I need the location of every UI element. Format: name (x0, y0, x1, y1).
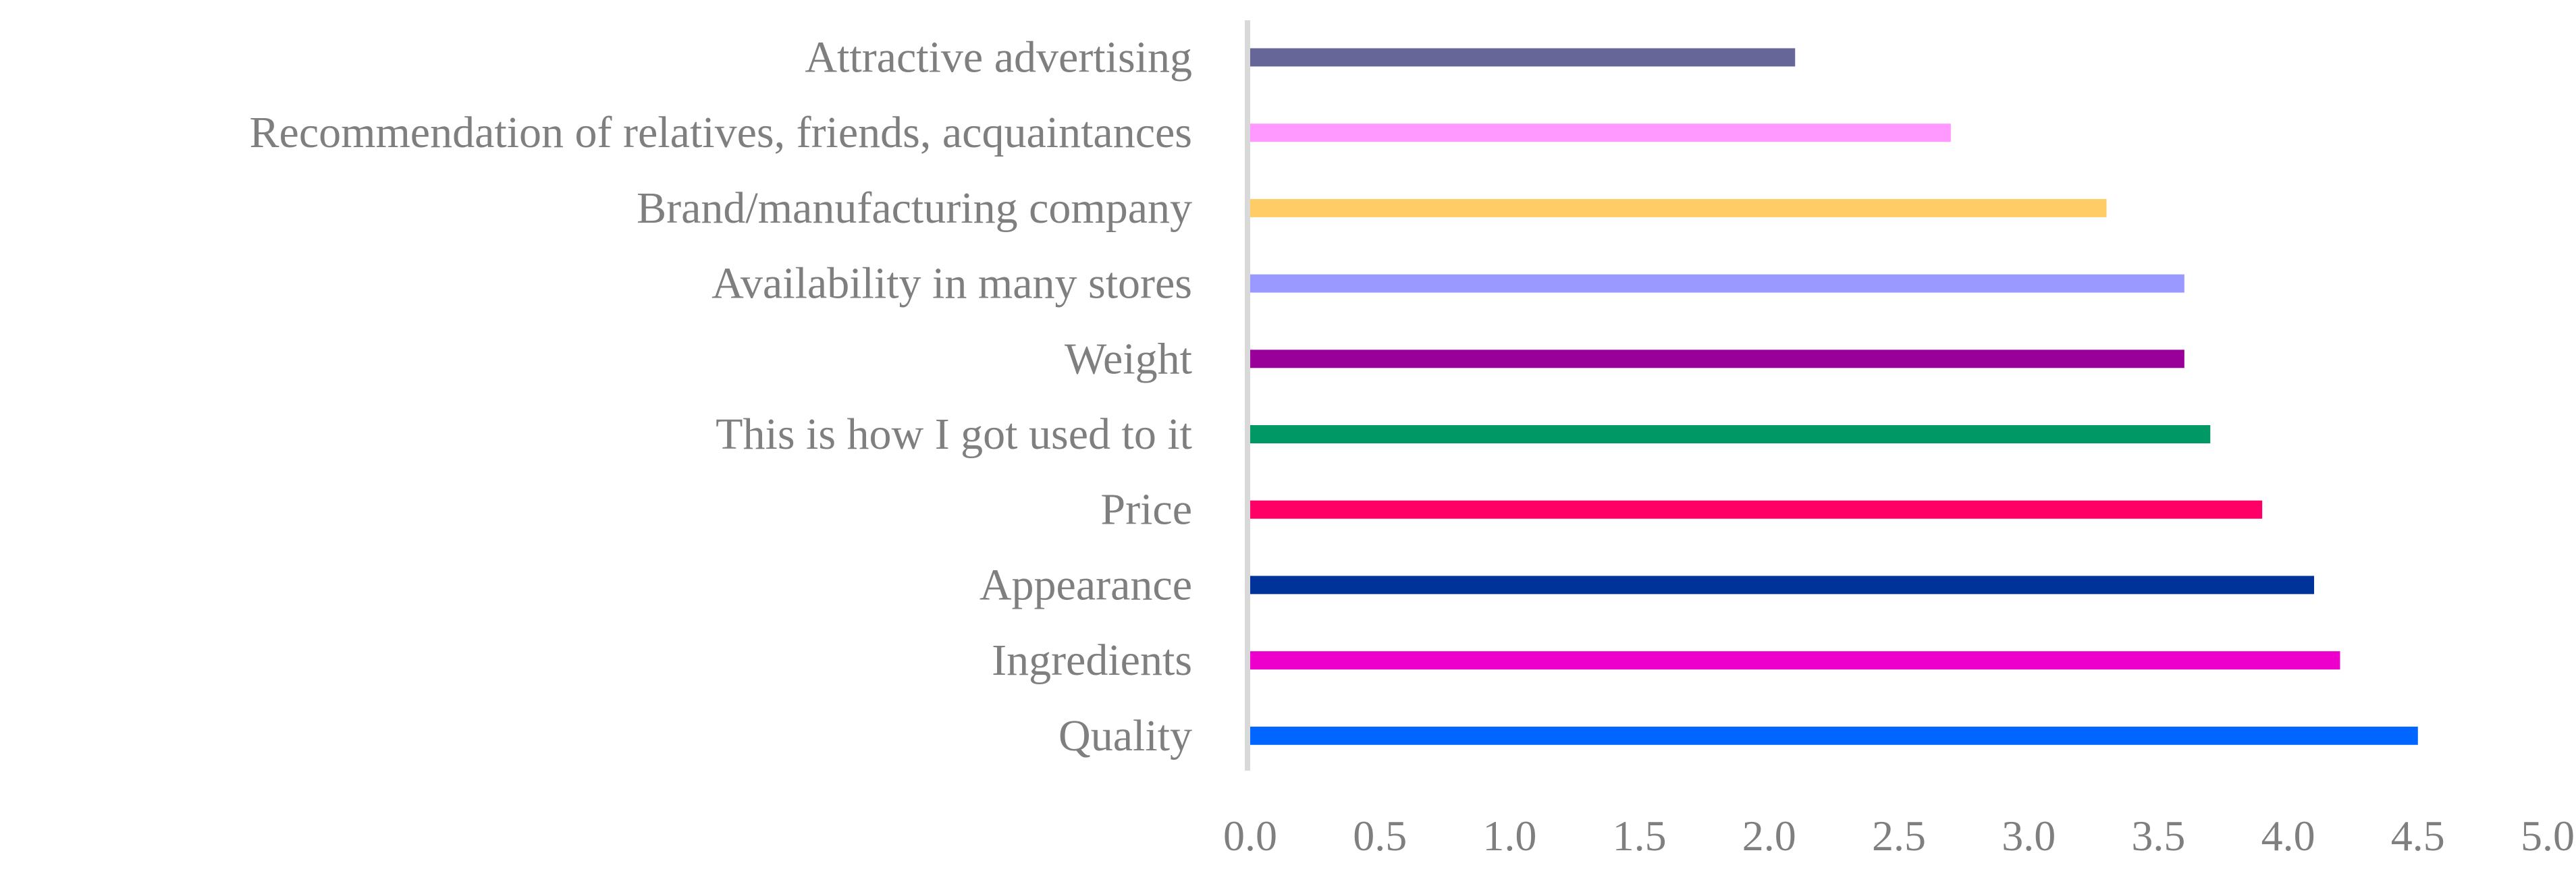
bar (1250, 48, 1796, 67)
x-tick-label: 2.5 (1872, 812, 1926, 860)
bar (1250, 123, 1951, 142)
x-tick-label: 5.0 (2521, 812, 2575, 860)
x-tick-label: 2.0 (1742, 812, 1796, 860)
bars-group (1250, 48, 2418, 745)
bar (1250, 198, 2107, 217)
bar (1250, 651, 2340, 670)
category-label: Ingredients (992, 636, 1192, 685)
bar (1250, 726, 2418, 745)
bar (1250, 425, 2211, 443)
category-label: Price (1100, 485, 1192, 534)
x-tick-labels-group: 0.0 0.5 1.0 1.5 2.0 2.5 3.0 3.5 4.0 4.5 5.0 (1223, 812, 2575, 860)
x-tick-label: 1.5 (1613, 812, 1667, 860)
bar (1250, 576, 2315, 595)
bar (1250, 500, 2263, 519)
category-label: Weight (1065, 334, 1192, 383)
x-tick-label: 0.0 (1223, 812, 1277, 860)
x-tick-label: 3.5 (2131, 812, 2185, 860)
category-label: Recommendation of relatives, friends, ac… (250, 108, 1192, 157)
x-tick-label: 1.0 (1482, 812, 1536, 860)
category-label: This is how I got used to it (716, 410, 1192, 459)
x-tick-label: 3.0 (2002, 812, 2056, 860)
x-tick-label: 4.0 (2261, 812, 2315, 860)
x-tick-label: 4.5 (2391, 812, 2445, 860)
category-label: Availability in many stores (712, 259, 1192, 308)
category-label: Attractive advertising (805, 33, 1192, 82)
bar (1250, 274, 2184, 293)
x-tick-label: 0.5 (1353, 812, 1407, 860)
category-label: Appearance (980, 560, 1192, 609)
category-label: Brand/manufacturing company (637, 184, 1192, 233)
category-labels-group: Attractive advertising Recommendation of … (250, 33, 1192, 761)
bar (1250, 350, 2184, 368)
category-label: Quality (1058, 711, 1192, 761)
